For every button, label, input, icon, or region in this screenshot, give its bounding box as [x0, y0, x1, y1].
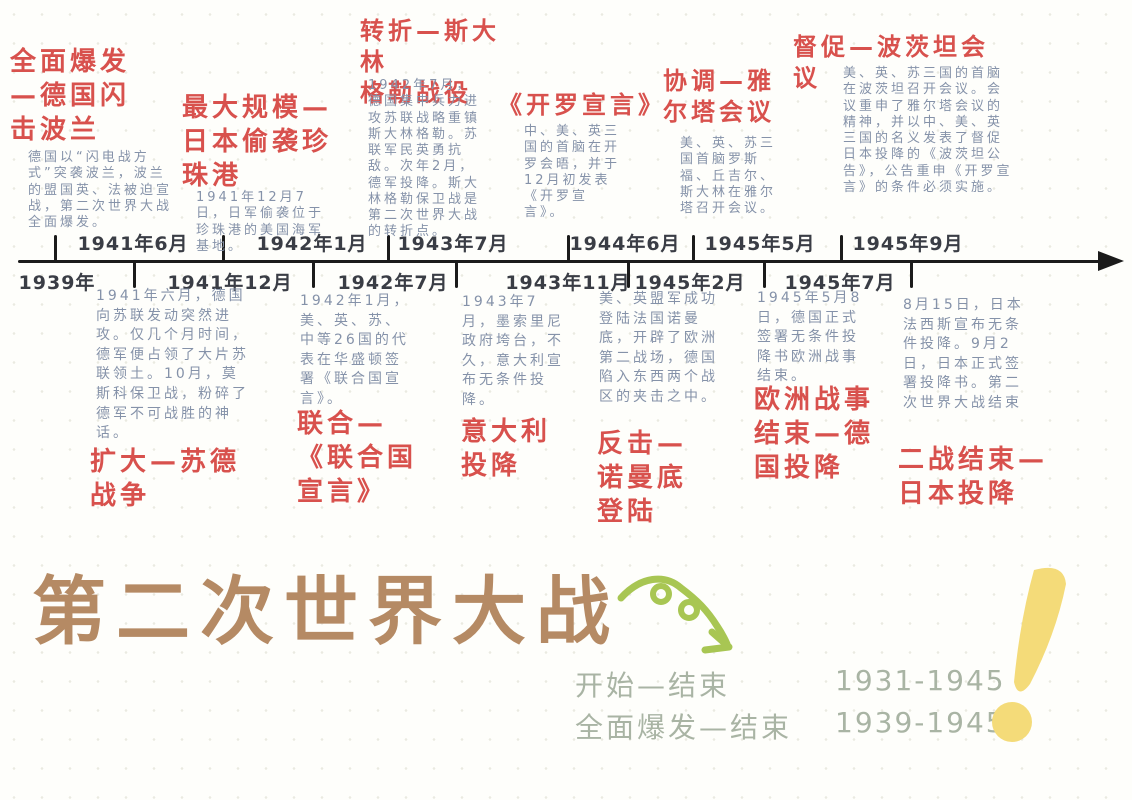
event-desc-potsdam: 美、英、苏三国的首脑在波茨坦召开会议。会议重申了雅尔塔会议的精神，并以中、美、英… — [843, 66, 1013, 195]
event-desc-yalta: 美、英、苏三国首脑罗斯福、丘吉尔、斯大林在雅尔塔召开会议。 — [680, 136, 777, 216]
event-title-pearl-harbor: 最大规模— 日本偷袭珍 珠港 — [182, 93, 333, 191]
event-title-stalingrad: 转折—斯大林 格勒战役 — [360, 17, 500, 108]
event-desc-cairo: 中、美、英三国的首脑在开罗会晤，并于12月初发表《开罗宣言》。 — [524, 124, 621, 221]
event-desc-italy-surrender: 1943年7月，墨索里尼政府垮台，不久，意大利宣布无条件投降。 — [462, 294, 564, 408]
event-title-italy-surrender: 意大利 投降 — [461, 417, 552, 481]
page-title: 第二次世界大战 — [32, 569, 620, 655]
timeline-date: 1943年11月 — [505, 272, 631, 294]
timeline-tick — [312, 262, 315, 288]
event-desc-outbreak: 德国以“闪电战方式”突袭波兰，波兰的盟国英、法被迫宣战，第二次世界大战全面爆发。 — [28, 150, 173, 230]
timeline-date: 1942年1月 — [256, 233, 368, 255]
timeline-tick — [840, 235, 843, 261]
event-title-japan-surrender: 二战结束— 日本投降 — [898, 445, 1049, 509]
timeline-date: 1942年7月 — [337, 272, 449, 294]
timeline-date: 1945年2月 — [634, 272, 746, 294]
timeline-date: 1941年12月 — [167, 272, 293, 294]
event-desc-stalingrad: 1942年7月，德国集中兵力进攻苏联战略重镇斯大林格勒。苏联军民英勇抗敌。次年2… — [368, 78, 481, 240]
timeline-tick — [222, 235, 225, 261]
event-title-potsdam: 督促—波茨坦会议 — [793, 33, 989, 93]
event-title-soviet-german-war: 扩大—苏德 战争 — [90, 447, 241, 511]
timeline-arrowhead-icon — [1098, 251, 1124, 271]
event-title-cairo: 《开罗宣言》 — [498, 91, 666, 119]
timeline-tick — [54, 235, 57, 261]
timeline-tick — [910, 262, 913, 288]
timeline-tick — [133, 262, 136, 288]
timeline-date: 1944年6月 — [569, 233, 681, 255]
event-title-outbreak: 全面爆发 —德国闪 击波兰 — [10, 47, 131, 145]
timeline-date: 1941年6月 — [77, 233, 189, 255]
event-desc-pearl-harbor: 1941年12月7日，日军偷袭位于珍珠港的美国海军基地。 — [196, 190, 325, 254]
exclamation-icon — [968, 562, 1098, 762]
timeline-date: 1945年9月 — [852, 233, 964, 255]
event-title-un-declaration: 联合— 《联合国 宣言》 — [297, 409, 418, 507]
timeline-tick — [455, 262, 458, 288]
timeline-tick — [692, 235, 695, 261]
timeline-tick — [627, 262, 630, 288]
curly-arrow-icon — [613, 570, 747, 670]
timeline-date: 1943年7月 — [397, 233, 509, 255]
event-desc-soviet-german-war: 1941年六月，德国向苏联发动突然进攻。仅几个月时间，德军便占领了大片苏联领土。… — [96, 288, 249, 442]
timeline-axis — [18, 260, 1104, 263]
event-desc-normandy: 美、英盟军成功登陆法国诺曼底，开辟了欧洲第二战场，德国陷入东西两个战区的夹击之中… — [599, 291, 718, 405]
summary-label-outbreak-end: 全面爆发—结束 — [575, 711, 793, 744]
event-desc-un-declaration: 1942年1月，美、英、苏、中等26国的代表在华盛顿签署《联合国宣言》。 — [300, 293, 411, 407]
event-title-normandy: 反击— 诺曼底 登陆 — [597, 429, 688, 527]
event-title-germany-surrender: 欧洲战事 结束—德 国投降 — [754, 385, 875, 483]
timeline-date: 1945年7月 — [784, 272, 896, 294]
event-desc-japan-surrender: 8月15日，日本法西斯宣布无条件投降。9月2日，日本正式签署投降书。第二次世界大… — [903, 297, 1024, 411]
timeline-tick — [567, 235, 570, 261]
summary-value-start-end: 1931-1945 — [835, 664, 1006, 697]
timeline-date: 1945年5月 — [704, 233, 816, 255]
event-desc-germany-surrender: 1945年5月8日，德国正式签署无条件投降书欧洲战事结束。 — [757, 290, 863, 385]
timeline-date: 1939年 — [18, 272, 96, 294]
summary-label-start-end: 开始—结束 — [575, 669, 731, 702]
summary-value-outbreak-end: 1939-1945 — [835, 706, 1006, 739]
timeline-tick — [387, 235, 390, 261]
event-title-yalta: 协调—雅 尔塔会议 — [663, 67, 775, 127]
timeline-tick — [763, 262, 766, 288]
